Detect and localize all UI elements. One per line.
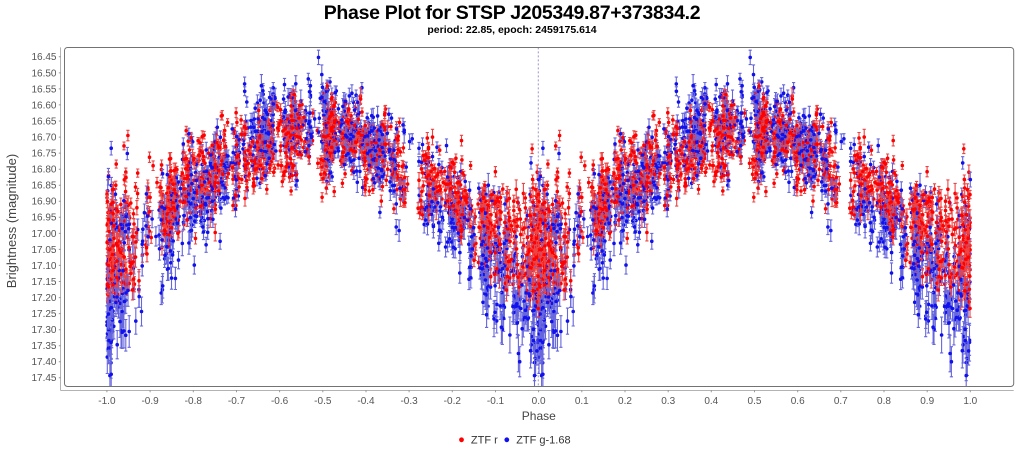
svg-text:17.15: 17.15 — [31, 277, 56, 288]
svg-text:17.20: 17.20 — [31, 293, 56, 304]
svg-text:17.45: 17.45 — [31, 373, 56, 384]
svg-text:-0.1: -0.1 — [487, 396, 505, 407]
svg-text:0.0: 0.0 — [532, 396, 546, 407]
svg-text:-0.6: -0.6 — [271, 396, 289, 407]
svg-text:-0.4: -0.4 — [357, 396, 375, 407]
svg-text:-1.0: -1.0 — [98, 396, 116, 407]
svg-text:0.6: 0.6 — [791, 396, 805, 407]
svg-text:-0.2: -0.2 — [444, 396, 462, 407]
svg-text:16.45: 16.45 — [31, 52, 56, 63]
svg-text:16.90: 16.90 — [31, 197, 56, 208]
svg-text:16.55: 16.55 — [31, 84, 56, 95]
svg-text:17.10: 17.10 — [31, 261, 56, 272]
svg-text:16.60: 16.60 — [31, 100, 56, 111]
svg-text:16.75: 16.75 — [31, 149, 56, 160]
svg-text:16.85: 16.85 — [31, 181, 56, 192]
svg-text:0.5: 0.5 — [748, 396, 762, 407]
svg-text:-0.9: -0.9 — [141, 396, 159, 407]
svg-text:17.30: 17.30 — [31, 325, 56, 336]
svg-text:ZTF r: ZTF r — [471, 435, 498, 447]
svg-text:17.40: 17.40 — [31, 357, 56, 368]
svg-text:-0.7: -0.7 — [228, 396, 246, 407]
svg-text:17.25: 17.25 — [31, 309, 56, 320]
svg-text:0.3: 0.3 — [661, 396, 675, 407]
svg-text:Phase Plot for STSP J205349.87: Phase Plot for STSP J205349.87+373834.2 — [324, 2, 701, 24]
svg-text:0.2: 0.2 — [618, 396, 632, 407]
svg-text:16.65: 16.65 — [31, 116, 56, 127]
svg-text:16.50: 16.50 — [31, 68, 56, 79]
svg-text:-0.8: -0.8 — [185, 396, 203, 407]
svg-text:Brightness (magnitude): Brightness (magnitude) — [4, 154, 19, 288]
svg-text:0.9: 0.9 — [920, 396, 934, 407]
svg-text:0.8: 0.8 — [877, 396, 891, 407]
svg-text:17.35: 17.35 — [31, 341, 56, 352]
svg-text:17.05: 17.05 — [31, 245, 56, 256]
svg-text:ZTF g-1.68: ZTF g-1.68 — [516, 435, 570, 447]
svg-text:17.00: 17.00 — [31, 229, 56, 240]
svg-text:16.80: 16.80 — [31, 165, 56, 176]
svg-text:0.4: 0.4 — [704, 396, 718, 407]
svg-text:0.7: 0.7 — [834, 396, 848, 407]
svg-text:-0.5: -0.5 — [314, 396, 332, 407]
svg-text:0.1: 0.1 — [575, 396, 589, 407]
svg-text:Phase: Phase — [522, 409, 556, 423]
svg-text:1.0: 1.0 — [963, 396, 977, 407]
svg-text:16.95: 16.95 — [31, 213, 56, 224]
svg-text:period: 22.85, epoch: 2459175.: period: 22.85, epoch: 2459175.614 — [427, 24, 596, 36]
svg-text:16.70: 16.70 — [31, 133, 56, 144]
svg-text:-0.3: -0.3 — [400, 396, 418, 407]
